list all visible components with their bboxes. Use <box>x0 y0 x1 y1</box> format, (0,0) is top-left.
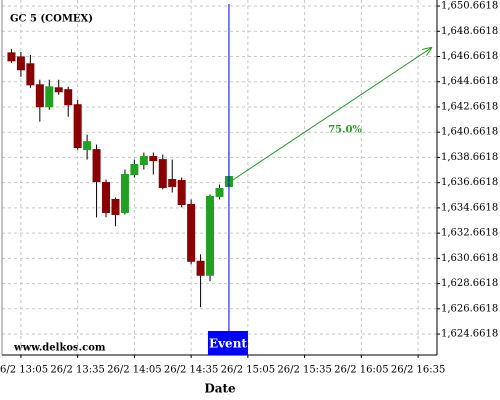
y-tick-label: 1,632.6618 <box>441 228 498 239</box>
y-tick-label: 1,640.6618 <box>441 127 498 138</box>
candle-body <box>130 164 139 175</box>
candle-body <box>196 260 205 276</box>
x-tick-label: 26/2 16:35 <box>391 365 445 376</box>
y-tick-label: 1,628.6618 <box>441 278 498 289</box>
y-tick-label: 1,644.6618 <box>441 76 498 87</box>
candle-body <box>54 87 63 93</box>
candle-body <box>92 149 101 183</box>
x-tick-label: 26/2 14:35 <box>164 365 218 376</box>
x-tick-label: 26/2 13:05 <box>0 365 48 376</box>
x-tick-label: 26/2 15:05 <box>221 365 275 376</box>
candle-body <box>149 156 158 162</box>
candle-body <box>177 180 186 205</box>
watermark: www.delkos.com <box>13 343 106 354</box>
y-tick-label: 1,636.6618 <box>441 177 498 188</box>
forecast-arrow <box>228 48 431 183</box>
event-label: Event <box>209 337 247 351</box>
candle-body <box>26 63 35 86</box>
candle-body <box>111 198 120 215</box>
forecast-label: 75.0% <box>328 125 362 136</box>
y-tick-label: 1,634.6618 <box>441 202 498 213</box>
x-tick-label: 26/2 13:35 <box>50 365 104 376</box>
y-tick-label: 1,638.6618 <box>441 152 498 163</box>
candle-body <box>64 89 73 106</box>
candle-body <box>83 141 92 151</box>
x-axis-label: Date <box>204 382 236 396</box>
candle-body <box>168 179 177 187</box>
candle-body <box>139 156 148 166</box>
y-tick-label: 1,630.6618 <box>441 253 498 264</box>
candle-body <box>102 182 111 213</box>
candle-body <box>120 173 129 213</box>
candle-body <box>206 195 215 276</box>
candle-body <box>187 203 196 262</box>
y-tick-label: 1,646.6618 <box>441 51 498 62</box>
candle-body <box>158 159 167 188</box>
chart-title: GC 5 (COMEX) <box>10 14 93 25</box>
x-tick-label: 26/2 16:05 <box>334 365 388 376</box>
candle-body <box>45 86 54 108</box>
x-tick-label: 26/2 14:05 <box>107 365 161 376</box>
candle-body <box>16 56 25 71</box>
event-box <box>207 331 248 355</box>
y-tick-label: 1,650.6618 <box>441 1 498 12</box>
y-tick-label: 1,626.6618 <box>441 303 498 314</box>
candle-body <box>215 187 224 197</box>
candle-body <box>7 52 16 62</box>
y-tick-label: 1,648.6618 <box>441 26 498 37</box>
candle-body <box>73 104 82 149</box>
y-tick-label: 1,624.6618 <box>441 329 498 340</box>
y-tick-label: 1,642.6618 <box>441 101 498 112</box>
candle-body <box>35 84 44 108</box>
x-tick-label: 26/2 15:35 <box>277 365 331 376</box>
